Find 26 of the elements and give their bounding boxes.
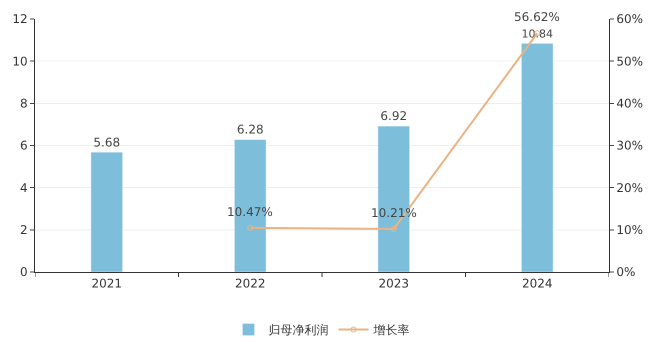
x-tick-label: 2021 xyxy=(91,276,122,290)
y2-tick-label: 30% xyxy=(616,138,644,153)
y-tick-label: 10 xyxy=(12,54,28,68)
data-label: 5.68 xyxy=(93,135,120,150)
y-tick-label: 12 xyxy=(12,12,28,26)
y2-tick-label: 50% xyxy=(616,54,644,68)
y-tick-label: 2 xyxy=(20,223,28,238)
y2-tick-label: 0% xyxy=(616,265,636,280)
point xyxy=(247,224,254,231)
y-tick-label: 8 xyxy=(20,96,28,111)
y2-tick-label: 10% xyxy=(616,223,644,238)
data-label: 56.62% xyxy=(514,10,560,24)
x-tick-label: 2022 xyxy=(234,276,266,290)
y-tick-label: 0 xyxy=(20,265,28,280)
x-tick-label: 2024 xyxy=(522,276,553,290)
point xyxy=(390,226,397,232)
data-label: 6.28 xyxy=(236,122,264,137)
y2-tick-label: 60% xyxy=(616,12,644,26)
y2-tick-label: 40% xyxy=(616,96,644,111)
y-tick-label: 4 xyxy=(20,180,28,195)
legend-label: 增长率 xyxy=(372,323,410,338)
y-tick-label: 6 xyxy=(20,138,28,153)
y2-tick-label: 20% xyxy=(616,180,644,195)
legend-label: 归母净利润 xyxy=(268,323,328,338)
x-tick-label: 2023 xyxy=(378,276,410,290)
data-label: 6.92 xyxy=(380,109,408,124)
